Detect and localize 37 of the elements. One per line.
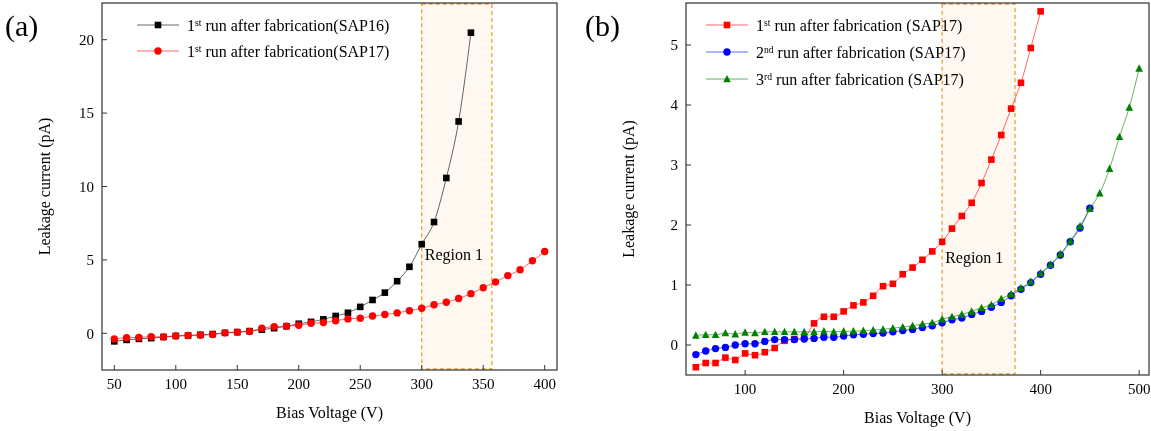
y-axis-title: Leakage current (pA) bbox=[620, 120, 638, 258]
x-tick-label: 300 bbox=[410, 376, 433, 392]
band-label: Region 1 bbox=[424, 245, 483, 264]
y-tick-label: 15 bbox=[79, 105, 94, 122]
y-tick-label: 10 bbox=[79, 178, 94, 195]
x-tick-label: 200 bbox=[287, 376, 311, 392]
x-tick-label: 150 bbox=[226, 376, 249, 392]
legend-label: 1$^{st}$ run after fabrication(SAP17) bbox=[187, 42, 390, 61]
y-axis-title: Leakage current (pA) bbox=[36, 117, 54, 256]
x-tick-label: 50 bbox=[106, 376, 122, 392]
x-tick-label: 500 bbox=[1127, 381, 1151, 397]
y-tick-label: 20 bbox=[79, 31, 94, 48]
y-tick-label: 4 bbox=[670, 97, 679, 114]
x-tick-label: 250 bbox=[348, 376, 372, 392]
y-tick-label: 1 bbox=[670, 277, 678, 294]
x-tick-label: 100 bbox=[164, 376, 188, 392]
x-tick-label: 400 bbox=[1029, 381, 1052, 397]
legend-label: 2$^{nd}$ run after fabrication (SAP17) bbox=[756, 43, 966, 62]
x-axis-title: Bias Voltage (V) bbox=[276, 404, 383, 422]
legend-label: 1$^{st}$ run after fabrication(SAP16) bbox=[187, 16, 390, 35]
y-tick-label: 5 bbox=[670, 37, 678, 54]
chart-title: (a) bbox=[5, 9, 39, 43]
y-tick-label: 2 bbox=[670, 217, 678, 234]
y-tick-label: 3 bbox=[670, 157, 678, 174]
band-label: Region 1 bbox=[945, 249, 1004, 268]
x-tick-label: 300 bbox=[930, 381, 954, 397]
y-tick-label: 0 bbox=[670, 337, 678, 354]
x-tick-label: 200 bbox=[832, 381, 855, 397]
x-axis-title: Bias Voltage (V) bbox=[864, 409, 971, 427]
chart-title: (b) bbox=[585, 9, 620, 43]
y-tick-label: 5 bbox=[86, 252, 94, 269]
y-tick-label: 0 bbox=[86, 325, 94, 342]
x-tick-label: 350 bbox=[471, 376, 495, 392]
x-tick-label: 400 bbox=[533, 376, 556, 392]
x-tick-label: 100 bbox=[733, 381, 757, 397]
legend-label: 1$^{st}$ run after fabrication (SAP17) bbox=[756, 16, 963, 35]
legend-label: 3$^{rd}$ run after fabrication (SAP17) bbox=[756, 70, 964, 89]
